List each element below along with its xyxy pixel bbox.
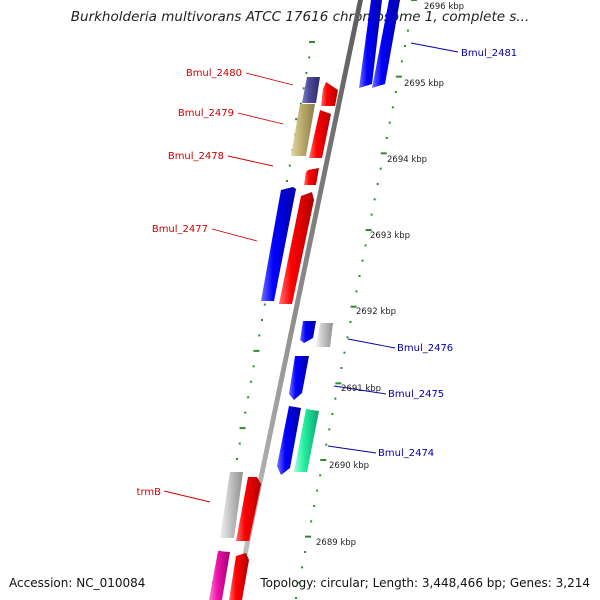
gene-trmb [220, 472, 243, 538]
leader-trmb [163, 490, 211, 503]
leader-bmul-2479 [237, 112, 284, 125]
accession-text: Accession: NC_010084 [9, 576, 146, 590]
leader-bmul-2480 [245, 72, 294, 86]
topology-text: Topology: circular; Length: 3,448,466 bp… [260, 576, 590, 590]
kbp-label-2694: 2694 kbp [387, 155, 427, 165]
leader-bmul-2478 [227, 155, 274, 167]
label-bmul-2480[interactable]: Bmul_2480 [186, 68, 242, 79]
gene-bmul-2475 [289, 356, 309, 400]
gene-blue-2474-inner [277, 406, 301, 475]
label-bmul-2475[interactable]: Bmul_2475 [388, 389, 444, 400]
gene-bmul-2479 [291, 104, 315, 156]
gene-magenta-bottom [209, 551, 230, 600]
gene-bmul-2480 [302, 77, 320, 103]
label-bmul-2481[interactable]: Bmul_2481 [461, 48, 517, 59]
genes-layer [209, 0, 400, 600]
leader-bmul-2481 [410, 42, 459, 53]
leader-bmul-2475 [333, 385, 387, 395]
kbp-label-2690: 2690 kbp [329, 461, 369, 471]
label-leaders [163, 42, 459, 503]
gene-red-trmb-inner [236, 477, 261, 541]
gene-red-2480-inner [321, 82, 338, 106]
kbp-label-2689: 2689 kbp [316, 538, 356, 548]
gene-blue-2476-inner [300, 321, 316, 343]
gene-bmul-2481-a [359, 0, 382, 88]
gene-red-2479-inner [309, 110, 331, 158]
leader-bmul-2476 [347, 338, 396, 349]
kbp-labels: 2696 kbp 2695 kbp 2694 kbp 2693 kbp 2692… [316, 2, 464, 548]
label-bmul-2474[interactable]: Bmul_2474 [378, 448, 434, 459]
kbp-label-2695: 2695 kbp [404, 79, 444, 89]
kbp-label-2693: 2693 kbp [370, 231, 410, 241]
gene-bmul-2481-b [372, 0, 400, 88]
gene-red-2477-inner [279, 192, 314, 304]
label-trmb[interactable]: trmB [137, 487, 162, 498]
kbp-dots-right [295, 0, 417, 599]
label-bmul-2479[interactable]: Bmul_2479 [178, 108, 234, 119]
gene-bmul-2476 [316, 323, 333, 347]
leader-bmul-2477 [211, 228, 258, 242]
kbp-label-2692: 2692 kbp [356, 307, 396, 317]
label-bmul-2477[interactable]: Bmul_2477 [152, 224, 208, 235]
label-bmul-2476[interactable]: Bmul_2476 [397, 343, 453, 354]
gene-labels: Bmul_2481 Bmul_2480 Bmul_2479 Bmul_2478 … [137, 48, 518, 498]
leader-bmul-2474 [327, 445, 377, 454]
kbp-label-2696: 2696 kbp [424, 2, 464, 12]
gene-bmul-2474 [294, 409, 319, 472]
kbp-label-2691: 2691 kbp [341, 384, 381, 394]
label-bmul-2478[interactable]: Bmul_2478 [168, 151, 224, 162]
map-title: Burkholderia multivorans ATCC 17616 chro… [70, 9, 530, 25]
gene-bmul-2477 [261, 187, 296, 301]
gene-red-bottom-inner [229, 553, 249, 600]
gene-bmul-2478 [304, 168, 319, 185]
chromosome-backbone [233, 0, 363, 600]
